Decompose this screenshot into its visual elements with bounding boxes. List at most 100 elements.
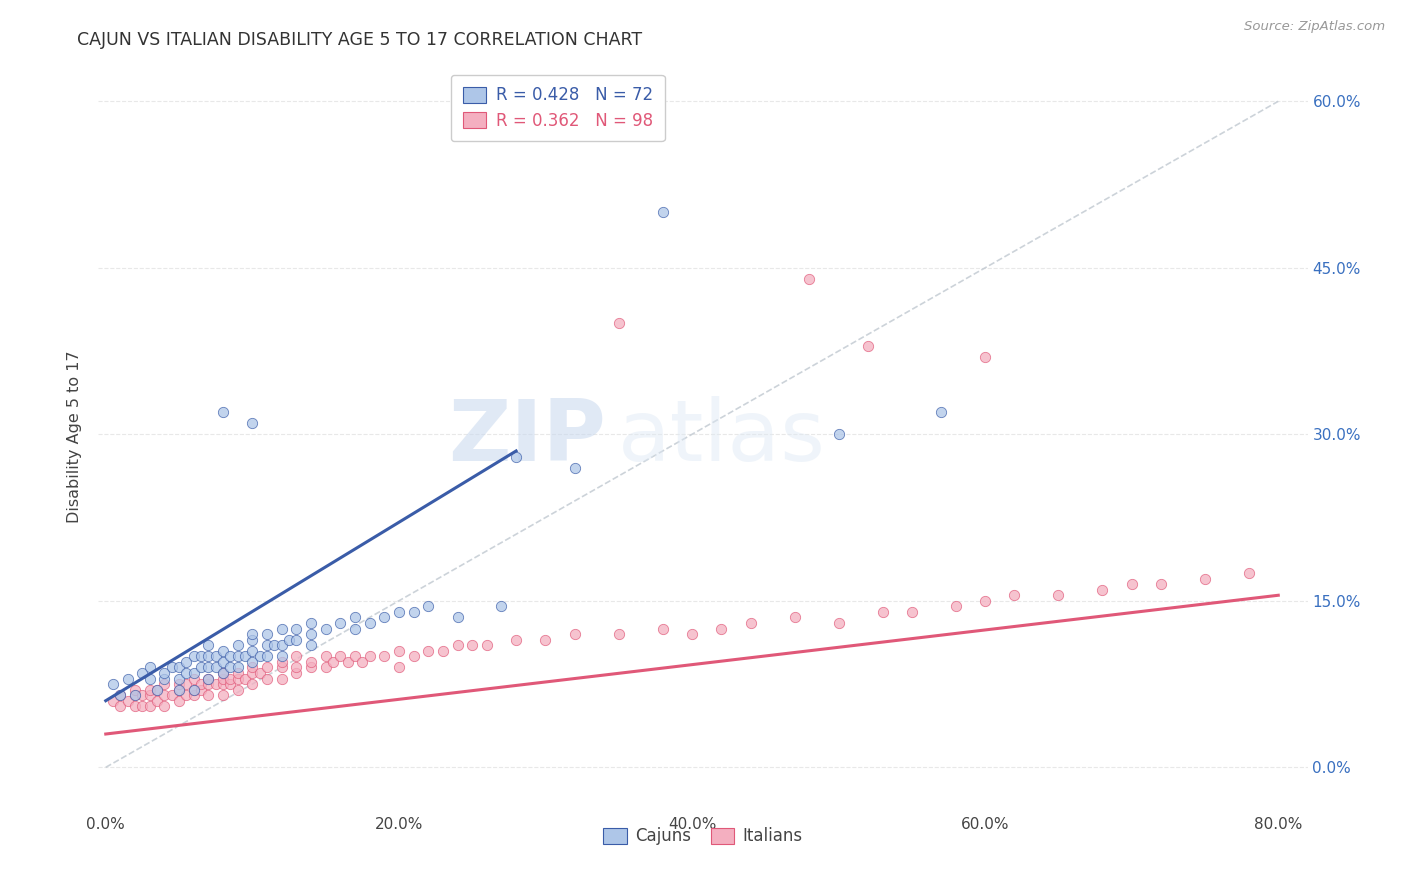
Point — [240, 677, 263, 691]
Point — [402, 649, 425, 664]
Point — [827, 427, 849, 442]
Point — [1091, 582, 1114, 597]
Point — [160, 660, 183, 674]
Point — [256, 649, 278, 664]
Point — [827, 615, 849, 630]
Point — [359, 615, 381, 630]
Point — [240, 627, 263, 641]
Point — [945, 599, 967, 614]
Point — [190, 649, 212, 664]
Point — [681, 627, 703, 641]
Point — [131, 665, 153, 680]
Point — [219, 672, 242, 686]
Point — [219, 660, 242, 674]
Point — [219, 649, 242, 664]
Point — [233, 649, 256, 664]
Point — [212, 655, 235, 669]
Point — [117, 672, 139, 686]
Point — [212, 672, 235, 686]
Point — [249, 665, 271, 680]
Point — [167, 694, 190, 708]
Text: atlas: atlas — [619, 395, 827, 479]
Text: CAJUN VS ITALIAN DISABILITY AGE 5 TO 17 CORRELATION CHART: CAJUN VS ITALIAN DISABILITY AGE 5 TO 17 … — [77, 31, 643, 49]
Point — [226, 665, 249, 680]
Point — [183, 688, 205, 702]
Point — [101, 677, 124, 691]
Point — [446, 610, 468, 624]
Point — [138, 672, 160, 686]
Point — [446, 638, 468, 652]
Point — [388, 644, 411, 658]
Point — [901, 605, 924, 619]
Point — [505, 632, 527, 647]
Point — [190, 660, 212, 674]
Point — [256, 627, 278, 641]
Point — [197, 649, 219, 664]
Point — [299, 627, 322, 641]
Point — [131, 699, 153, 714]
Point — [418, 599, 440, 614]
Point — [197, 638, 219, 652]
Point — [212, 688, 235, 702]
Point — [929, 405, 952, 419]
Point — [176, 688, 198, 702]
Point — [299, 660, 322, 674]
Point — [219, 677, 242, 691]
Point — [278, 632, 301, 647]
Point — [124, 688, 146, 702]
Point — [146, 682, 169, 697]
Point — [1237, 566, 1260, 580]
Point — [204, 649, 226, 664]
Point — [153, 672, 176, 686]
Point — [146, 694, 169, 708]
Point — [167, 682, 190, 697]
Point — [285, 632, 308, 647]
Point — [226, 638, 249, 652]
Point — [1121, 577, 1143, 591]
Point — [167, 672, 190, 686]
Point — [153, 688, 176, 702]
Point — [256, 672, 278, 686]
Point — [974, 350, 997, 364]
Point — [212, 665, 235, 680]
Point — [856, 338, 879, 352]
Point — [197, 672, 219, 686]
Point — [183, 682, 205, 697]
Point — [204, 677, 226, 691]
Point — [315, 660, 337, 674]
Point — [322, 655, 344, 669]
Point — [505, 450, 527, 464]
Point — [418, 644, 440, 658]
Text: ZIP: ZIP — [449, 395, 606, 479]
Point — [315, 622, 337, 636]
Point — [256, 660, 278, 674]
Point — [197, 688, 219, 702]
Point — [204, 660, 226, 674]
Point — [167, 660, 190, 674]
Point — [153, 677, 176, 691]
Point — [110, 688, 132, 702]
Point — [233, 672, 256, 686]
Point — [343, 649, 366, 664]
Point — [167, 682, 190, 697]
Point — [124, 688, 146, 702]
Point — [607, 316, 630, 330]
Point — [190, 682, 212, 697]
Point — [1150, 577, 1173, 591]
Point — [285, 660, 308, 674]
Point — [240, 660, 263, 674]
Point — [388, 660, 411, 674]
Point — [226, 649, 249, 664]
Point — [432, 644, 454, 658]
Point — [176, 677, 198, 691]
Point — [153, 665, 176, 680]
Point — [226, 672, 249, 686]
Y-axis label: Disability Age 5 to 17: Disability Age 5 to 17 — [67, 351, 83, 524]
Point — [491, 599, 513, 614]
Point — [783, 610, 806, 624]
Point — [270, 672, 292, 686]
Point — [212, 644, 235, 658]
Point — [212, 665, 235, 680]
Point — [388, 605, 411, 619]
Point — [651, 622, 673, 636]
